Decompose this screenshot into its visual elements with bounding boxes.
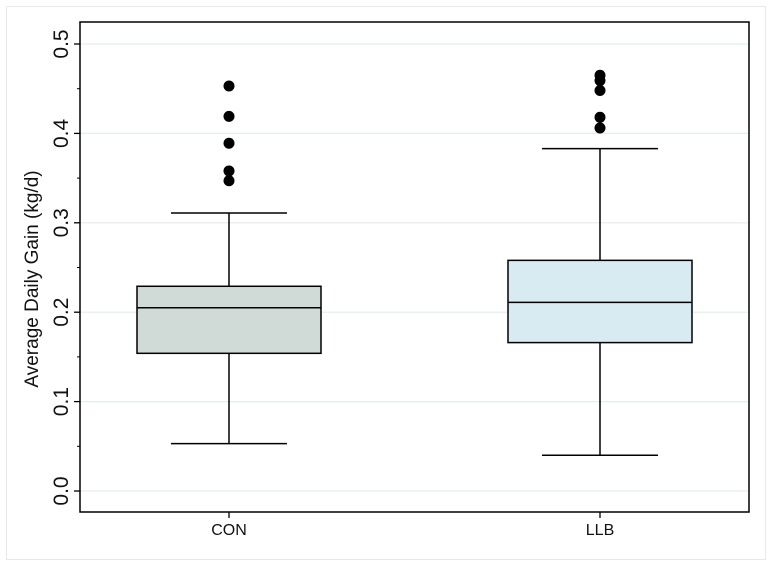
boxes — [136, 69, 693, 456]
outlier-point — [594, 111, 606, 123]
y-tick-label: 0.2 — [50, 298, 73, 327]
iqr-box — [136, 285, 322, 355]
iqr-box — [507, 259, 693, 344]
y-tick-label: 0.5 — [50, 29, 73, 58]
y-tick-label: 0.1 — [50, 387, 73, 416]
outlier-point — [594, 69, 606, 81]
x-tick-label: CON — [211, 522, 247, 539]
y-tick-label: 0.4 — [50, 118, 73, 148]
outlier-point — [594, 122, 606, 134]
outlier-point — [223, 110, 235, 122]
outlier-point — [223, 80, 235, 92]
y-axis: 0.0 0.1 0.2 0.3 0.4 0.5 — [50, 29, 80, 506]
outlier-point — [223, 165, 235, 177]
x-tick-label: LLB — [586, 522, 614, 539]
y-tick-label: 0.3 — [50, 208, 73, 237]
box-llb — [507, 69, 693, 456]
outlier-point — [223, 175, 235, 187]
x-axis: CON LLB — [211, 512, 614, 539]
outlier-point — [223, 137, 235, 149]
outlier-point — [594, 84, 606, 96]
box-con — [136, 80, 322, 445]
y-tick-label: 0.0 — [50, 476, 73, 505]
y-axis-label: Average Daily Gain (kg/d) — [22, 170, 43, 387]
